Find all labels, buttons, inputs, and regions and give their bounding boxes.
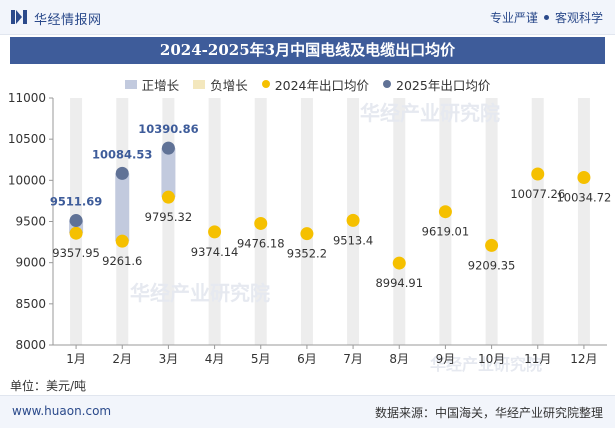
column-background: [208, 98, 221, 345]
legend-2025: 2025年出口均价: [383, 75, 490, 94]
watermark-text: 华经产业研究院: [430, 355, 542, 374]
watermark-text: 华经产业研究院: [360, 101, 500, 125]
x-tick-label: 7月: [343, 352, 363, 366]
x-tick-label: 10月: [478, 352, 505, 366]
chart-plot: 华经产业研究院华经产业研究院华经产业研究院8000850090009500100…: [8, 91, 612, 374]
brand-logo-icon: [11, 10, 27, 24]
brand-name: 华经情报网: [34, 13, 102, 28]
point-2024: [577, 170, 591, 184]
x-tick-label: 12月: [570, 352, 597, 366]
slogan: 专业严谨 客观科学: [490, 9, 603, 26]
legend-negative-label: 负增长: [210, 77, 248, 93]
chart-legend: 正增长 负增长 2024年出口均价 2025年出口均价: [0, 74, 615, 94]
data-label-2024: 10077.26: [510, 187, 565, 201]
point-2025: [115, 166, 129, 180]
data-label-2024: 9357.95: [52, 246, 100, 260]
point-2025: [69, 214, 83, 228]
data-label-2024: 9374.14: [191, 245, 239, 259]
data-label-2024: 9513.4: [333, 233, 373, 247]
y-tick-label: 8000: [15, 338, 46, 352]
legend-negative-swatch-icon: [193, 79, 206, 89]
point-2024: [69, 226, 83, 240]
data-label-2024: 9352.2: [287, 247, 327, 261]
legend-2024: 2024年出口均价: [261, 75, 370, 94]
point-2024: [346, 213, 360, 227]
x-tick-label: 9月: [436, 352, 456, 366]
data-source: 数据来源：中国海关，华经产业研究院整理: [374, 406, 603, 420]
data-label-2025: 10390.86: [138, 122, 198, 136]
point-2024: [208, 225, 222, 239]
unit-label: 单位：美元/吨: [10, 379, 87, 393]
point-2024: [392, 256, 406, 270]
legend-positive-swatch-icon: [124, 79, 137, 89]
x-tick-label: 3月: [159, 352, 179, 366]
data-label-2024: 9209.35: [468, 258, 516, 272]
x-tick-label: 4月: [205, 352, 225, 366]
data-label-2024: 9619.01: [422, 225, 470, 239]
data-label-2025: 9511.69: [50, 195, 102, 209]
chart-title: 2024-2025年3月中国电线及电缆出口均价: [10, 37, 605, 64]
point-2024: [115, 234, 129, 248]
change-bar: [161, 148, 176, 198]
y-tick-label: 10000: [8, 173, 46, 187]
legend-2025-label: 2025年出口均价: [396, 77, 491, 93]
legend-2024-dot-icon: [261, 80, 270, 88]
x-tick-label: 2月: [112, 352, 132, 366]
data-label-2024: 10034.72: [556, 190, 611, 204]
column-background: [577, 98, 590, 345]
point-2025: [161, 141, 175, 155]
slogan-2: 客观科学: [554, 11, 603, 25]
column-background: [485, 98, 498, 345]
point-2024: [254, 216, 268, 230]
x-tick-label: 11月: [524, 352, 551, 366]
legend-negative: 负增长: [193, 75, 248, 94]
column-background: [393, 98, 406, 345]
legend-2024-label: 2024年出口均价: [274, 77, 370, 93]
top-bar: 华经情报网 专业严谨 客观科学: [0, 0, 615, 35]
data-label-2024: 9476.18: [237, 236, 285, 250]
y-tick-label: 10500: [8, 132, 46, 146]
website-link[interactable]: www.huaon.com: [12, 404, 112, 418]
data-label-2024: 9261.6: [102, 254, 142, 268]
point-2024: [438, 205, 452, 219]
data-label-2024: 9795.32: [145, 210, 193, 224]
point-2024: [485, 238, 499, 252]
y-tick-label: 9000: [15, 256, 46, 270]
column-background: [531, 98, 544, 345]
x-tick-label: 6月: [297, 352, 317, 366]
watermark-text: 华经产业研究院: [130, 281, 270, 305]
column-background: [300, 98, 313, 345]
legend-positive: 正增长: [124, 75, 180, 94]
point-2024: [161, 190, 175, 204]
data-label-2024: 8994.91: [375, 276, 423, 290]
separator-dot-icon: [543, 15, 549, 20]
y-tick-label: 11000: [8, 91, 46, 105]
legend-positive-label: 正增长: [141, 77, 180, 93]
legend-2025-dot-icon: [383, 80, 392, 88]
point-2024: [531, 167, 545, 181]
slogan-1: 专业严谨: [489, 11, 538, 25]
footer: www.huaon.com 数据来源：中国海关，华经产业研究院整理: [0, 395, 615, 428]
column-background: [439, 98, 452, 345]
x-tick-label: 1月: [66, 352, 86, 366]
change-bar: [115, 173, 130, 242]
point-2024: [300, 227, 314, 241]
x-tick-label: 8月: [389, 352, 409, 366]
y-tick-label: 8500: [15, 297, 46, 311]
data-label-2025: 10084.53: [92, 147, 152, 161]
y-tick-label: 9500: [15, 215, 46, 229]
x-tick-label: 5月: [251, 352, 271, 366]
